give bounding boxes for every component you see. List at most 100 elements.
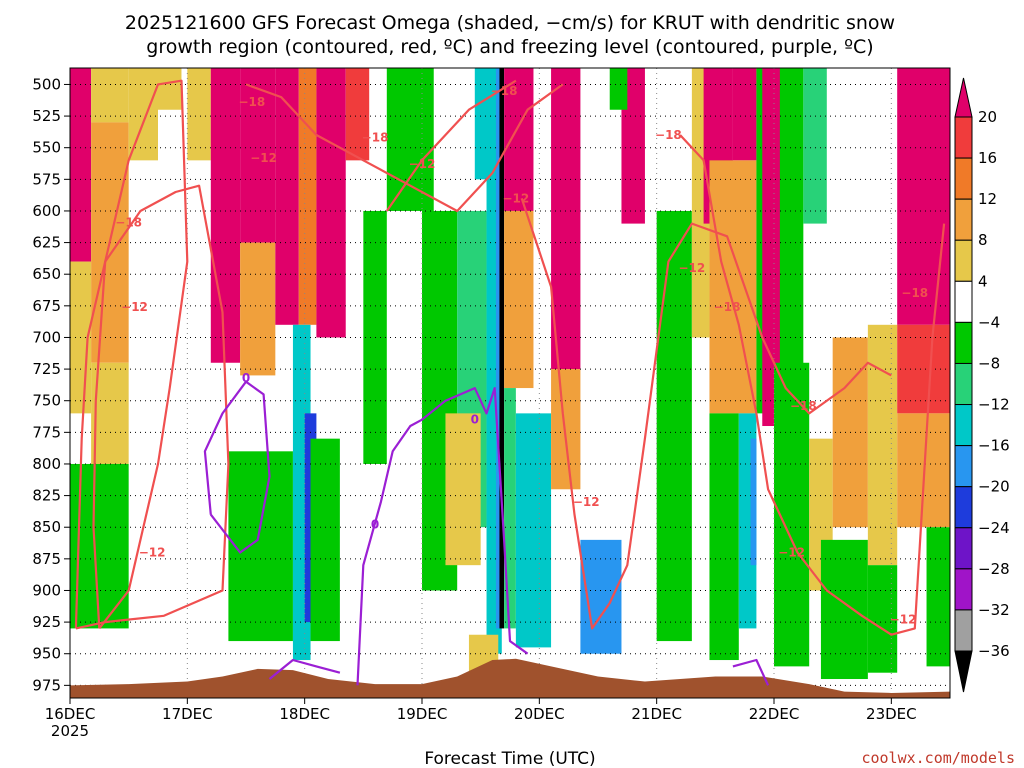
y-tick-label: 575 — [32, 170, 61, 188]
contour-label: −18 — [115, 215, 142, 229]
y-tick-label: 975 — [32, 676, 61, 694]
omega-cell — [897, 68, 950, 325]
contour-label: −18 — [362, 131, 389, 145]
y-tick-label: 675 — [32, 297, 61, 315]
omega-cell — [504, 210, 534, 389]
colorbar-label: 4 — [978, 272, 988, 290]
omega-cell — [310, 438, 340, 642]
x-axis-label: Forecast Time (UTC) — [424, 749, 595, 768]
x-tick-label: 17DEC — [162, 705, 213, 723]
x-tick-label: 16DEC — [45, 705, 96, 723]
contour-line — [356, 387, 529, 686]
chart-title-line-2: growth region (contoured, red, ºC) and f… — [146, 36, 873, 58]
colorbar-bin — [954, 609, 973, 652]
colorbar-bin — [954, 198, 973, 241]
terrain-ground — [70, 658, 950, 698]
y-tick-label: 850 — [32, 518, 61, 536]
omega-cell — [803, 68, 827, 224]
colorbar-label: −4 — [978, 313, 1000, 331]
omega-cell — [91, 68, 129, 123]
contour-label: −12 — [409, 157, 436, 171]
omega-cell — [240, 68, 276, 243]
contour-label: −18 — [238, 95, 265, 109]
omega-cell — [897, 324, 950, 414]
y-tick-label: 925 — [32, 613, 61, 631]
colorbar-bin — [954, 445, 973, 488]
contour-label: 0 — [242, 371, 250, 385]
colorbar-label: 16 — [978, 149, 997, 167]
contour-label: −12 — [678, 261, 705, 275]
omega-cell — [867, 324, 898, 566]
omega-cell — [228, 451, 293, 642]
colorbar-label: −36 — [978, 642, 1010, 660]
colorbar-label: −24 — [978, 519, 1010, 537]
contour-line — [245, 83, 564, 213]
colorbar-bin — [954, 404, 973, 447]
contour-label: −12 — [139, 546, 166, 560]
colorbar-label: 12 — [978, 190, 997, 208]
omega-cell — [70, 68, 92, 262]
omega-cell — [345, 68, 370, 161]
colorbar-bin — [954, 116, 973, 159]
omega-cell — [240, 242, 276, 376]
y-tick-label: 825 — [32, 487, 61, 505]
contour-line — [74, 184, 230, 630]
x-tick-label: 23DEC — [866, 705, 917, 723]
y-tick-label: 550 — [32, 139, 61, 157]
colorbar: 20 16 12 8 4 −4 −8 −12 −16 −20 −24 −28 −32 −36 — [954, 77, 1010, 693]
colorbar-label: 8 — [978, 231, 988, 249]
y-tick-label: 725 — [32, 360, 61, 378]
omega-cell — [926, 527, 950, 667]
contour-label: 0 — [471, 413, 479, 427]
contour-line — [520, 197, 892, 630]
y-tick-label: 750 — [32, 392, 61, 410]
omega-cell — [495, 68, 502, 629]
omega-cell — [551, 369, 581, 490]
colorbar-bottom-arrow — [954, 650, 973, 693]
colorbar-label: −28 — [978, 560, 1010, 578]
temperature-contours — [74, 79, 946, 686]
omega-cell — [621, 68, 645, 224]
omega-cell — [504, 388, 516, 629]
colorbar-top-arrow — [954, 77, 973, 118]
colorbar-label: −20 — [978, 478, 1010, 496]
y-tick-label: 525 — [32, 107, 61, 125]
colorbar-bin — [954, 527, 973, 570]
y-tick-label: 650 — [32, 265, 61, 283]
omega-cell — [210, 68, 241, 363]
contour-line — [268, 658, 341, 680]
y-axis-ticks: 500 525 550 575 600 625 650 675 700 725 750 775 800 8… — [32, 75, 70, 694]
colorbar-bin — [954, 157, 973, 200]
y-tick-label: 625 — [32, 234, 61, 252]
contour-line — [679, 134, 946, 636]
contour-label: −12 — [778, 546, 805, 560]
contour-label: −12 — [502, 191, 529, 205]
omega-cell — [445, 413, 481, 566]
omega-cell — [275, 68, 299, 325]
contour-label: −18 — [714, 300, 741, 314]
omega-cell — [386, 68, 434, 211]
x-tick-sublabel: 2025 — [51, 722, 89, 740]
y-tick-label: 875 — [32, 550, 61, 568]
contour-labels: −18 −12 −18 −12 −18 −12 −18 −12 −18 −12 −18 −18 −18 −… — [115, 84, 928, 627]
y-tick-label: 900 — [32, 581, 61, 599]
colorbar-bin — [954, 321, 973, 364]
contour-label: −12 — [890, 613, 917, 627]
colorbar-bin — [954, 239, 973, 282]
y-tick-label: 700 — [32, 328, 61, 346]
plot-area: −18 −12 −18 −12 −18 −12 −18 −12 −18 −12 −18 −18 −18 −… — [69, 67, 951, 699]
omega-cell — [187, 68, 211, 161]
omega-cell — [499, 68, 505, 629]
contour-line — [203, 380, 271, 554]
x-tick-label: 21DEC — [631, 705, 682, 723]
omega-cell — [750, 438, 757, 566]
credit-link[interactable]: coolwx.com/models — [861, 749, 1015, 767]
omega-cell — [820, 539, 868, 680]
contour-label: −18 — [901, 286, 928, 300]
x-tick-label: 22DEC — [749, 705, 800, 723]
omega-cell — [515, 413, 552, 648]
contour-line — [385, 79, 517, 212]
y-tick-label: 800 — [32, 455, 61, 473]
omega-cell — [709, 413, 739, 661]
